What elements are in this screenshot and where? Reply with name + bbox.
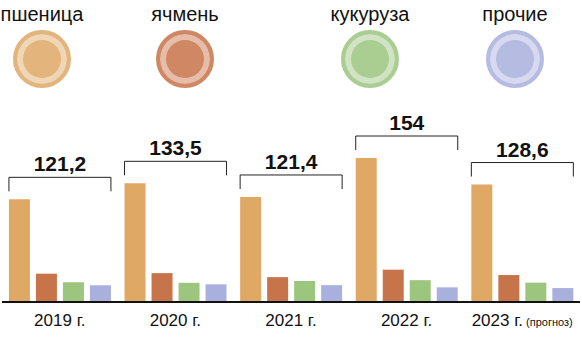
svg-text:154: 154 [389, 111, 424, 134]
html-text:ячмень: ячмень [151, 3, 219, 25]
svg-text:133,5: 133,5 [149, 136, 202, 159]
svg-text:121,4: 121,4 [265, 150, 318, 173]
svg-text:128,6: 128,6 [496, 138, 549, 161]
html-text:кукуруза: кукуруза [330, 3, 410, 25]
svg-text:2021 г.: 2021 г. [265, 311, 316, 330]
html-text:прочие: прочие [482, 3, 548, 25]
html-text:пшеница: пшеница [0, 3, 84, 25]
svg-text:2019 г.: 2019 г. [34, 311, 85, 330]
svg-text:121,2: 121,2 [34, 152, 87, 175]
svg-text:2022 г.: 2022 г. [381, 311, 432, 330]
svg-text:2023 г. (прогноз): 2023 г. (прогноз) [472, 311, 573, 330]
svg-text:2020 г.: 2020 г. [150, 311, 201, 330]
